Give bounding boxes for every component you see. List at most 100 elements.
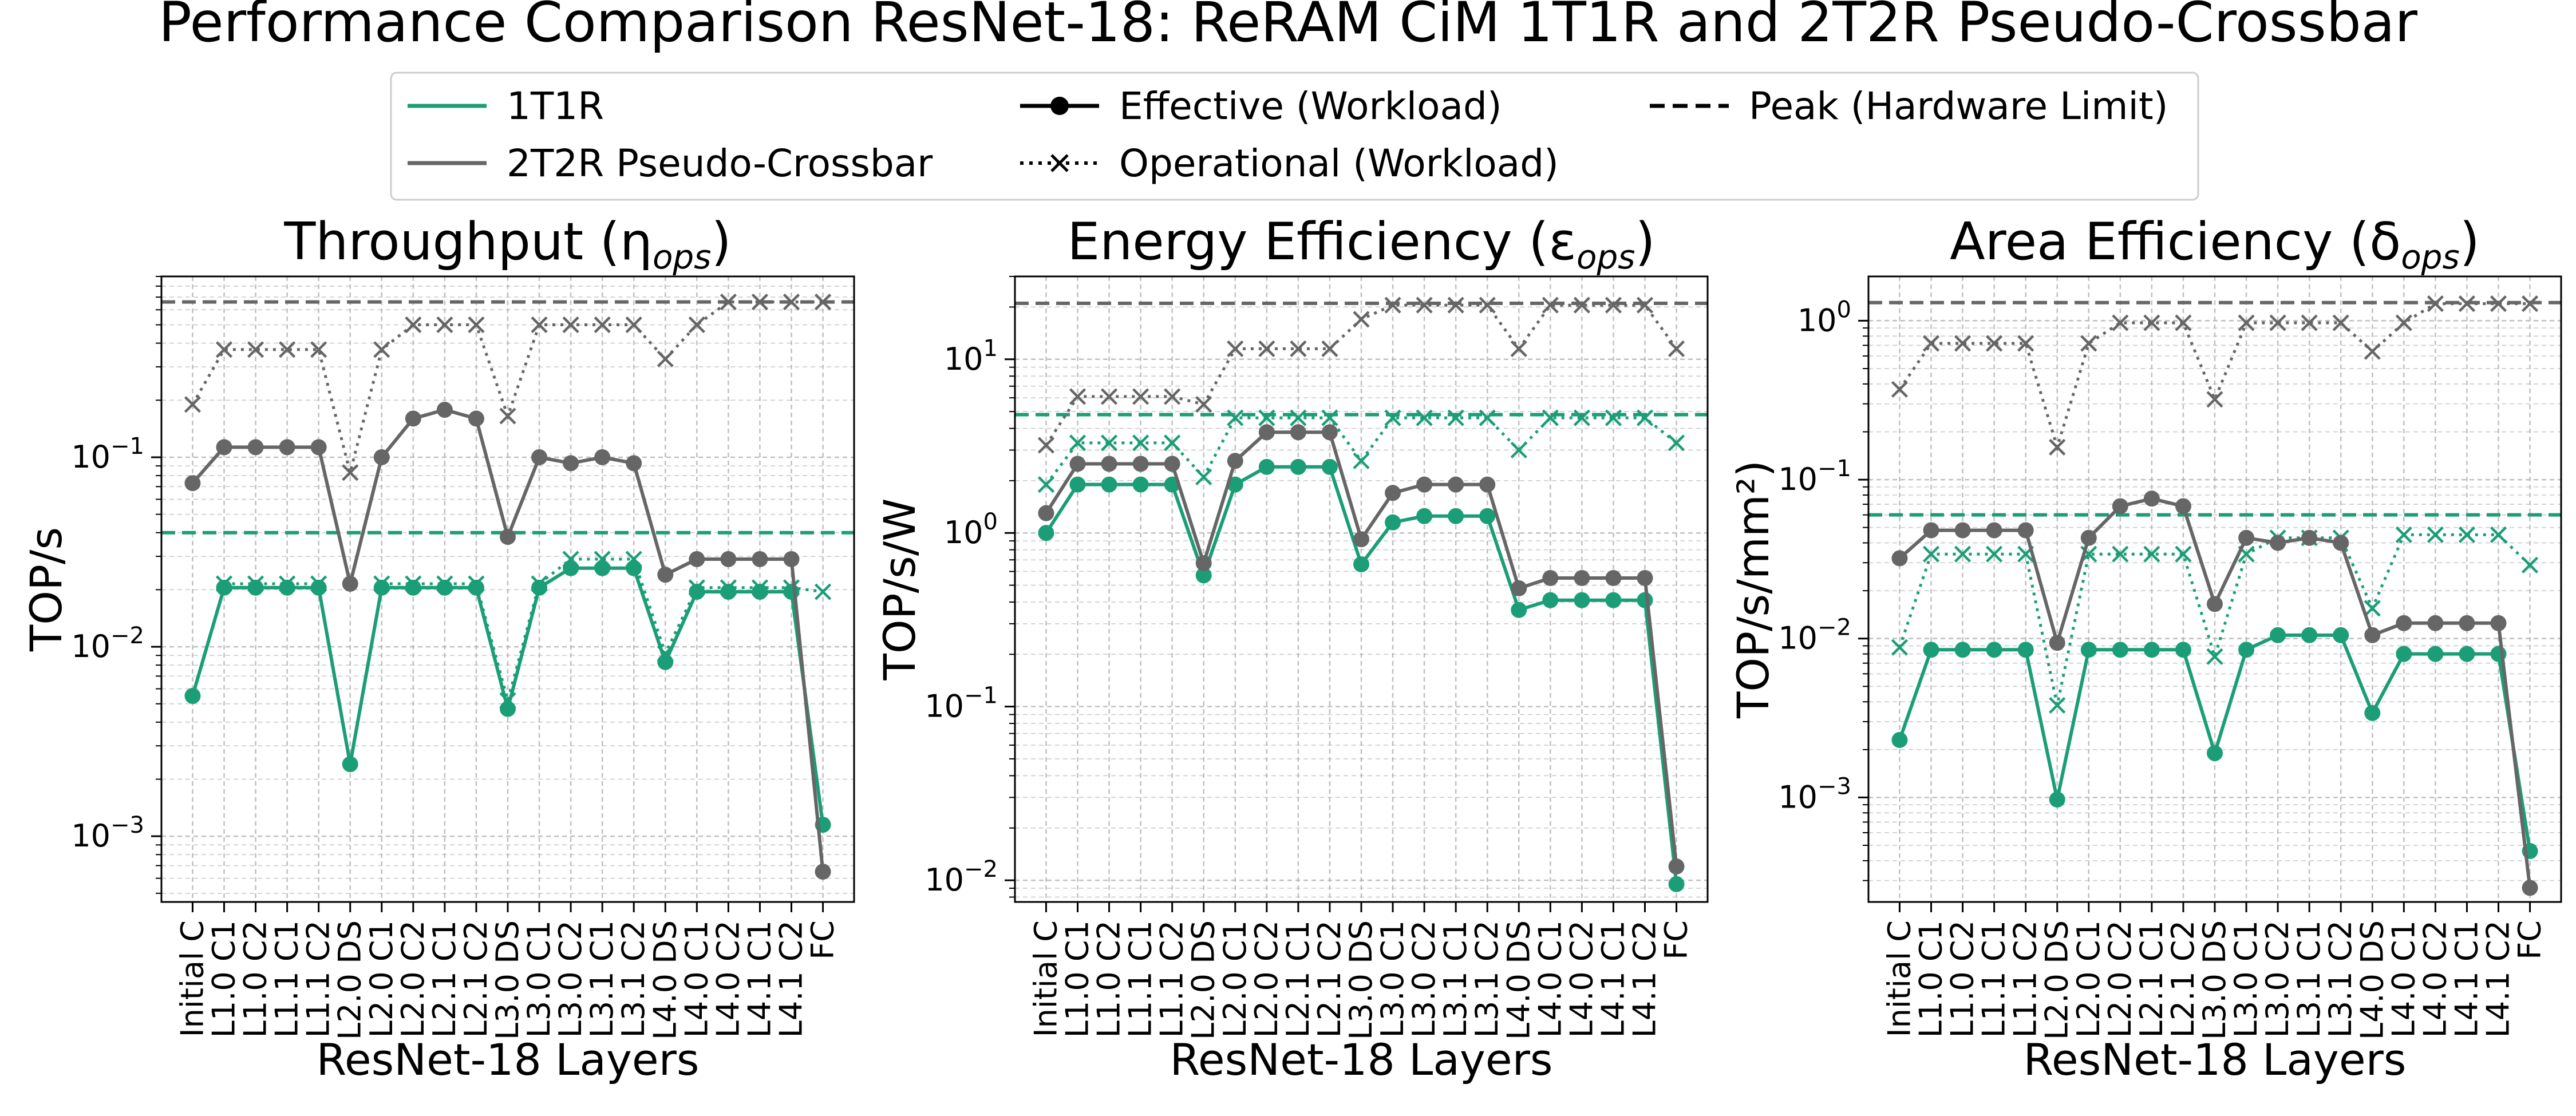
series-operational	[1037, 409, 1685, 493]
data-point	[1986, 335, 2003, 352]
data-point	[342, 575, 358, 592]
data-point	[1384, 296, 1401, 314]
data-point	[2080, 335, 2097, 352]
data-point	[2522, 880, 2538, 896]
data-point	[405, 316, 422, 334]
x-tick-label: L2.0 DS	[332, 920, 368, 1040]
x-axis-label: ResNet-18 Layers	[2024, 1034, 2407, 1085]
y-tick-label: 10−1	[1778, 456, 1851, 497]
grid	[1868, 276, 2561, 902]
data-point	[2364, 600, 2381, 617]
x-tick-label: L1.1 C2	[1154, 920, 1190, 1038]
data-point	[2270, 627, 2286, 643]
data-point	[1448, 508, 1464, 524]
data-point	[1037, 476, 1055, 493]
data-point	[1448, 476, 1464, 493]
data-point	[436, 579, 453, 596]
x-axis-label: ResNet-18 Layers	[317, 1034, 700, 1085]
data-point	[468, 579, 484, 596]
data-point	[2017, 522, 2034, 539]
data-point	[2364, 705, 2381, 721]
x-tick-label: L3.0 C2	[1406, 920, 1442, 1038]
data-point	[373, 449, 390, 465]
data-point	[1542, 296, 1559, 314]
y-axis-label: TOP/s/W	[874, 498, 925, 680]
series-effective	[1038, 458, 1685, 892]
data-point	[1574, 592, 1590, 608]
data-point	[1258, 424, 1275, 441]
data-point	[1101, 456, 1117, 472]
data-point	[2490, 615, 2507, 631]
data-point	[247, 341, 264, 358]
x-tick-label: L3.1 C2	[1469, 920, 1505, 1038]
data-point	[1132, 456, 1149, 472]
data-point	[436, 402, 453, 418]
y-tick-label: 10−2	[1778, 615, 1851, 656]
data-point	[2458, 295, 2476, 312]
series-operational	[1891, 295, 2539, 456]
x-tick-label: L3.0 C1	[1374, 920, 1411, 1038]
legend-label: 2T2R Pseudo-Crossbar	[507, 141, 933, 185]
data-point	[1290, 458, 1306, 475]
data-point	[2395, 526, 2412, 543]
panel-title: Energy Efficiency (εops)	[1067, 212, 1655, 276]
data-point	[2459, 615, 2475, 631]
data-point	[2143, 314, 2160, 331]
data-point	[2080, 642, 2097, 658]
data-point	[752, 584, 768, 600]
data-point	[1321, 409, 1338, 426]
data-point	[1637, 592, 1653, 608]
data-point	[2207, 596, 2223, 612]
x-tick-label: L3.0 C1	[2228, 920, 2264, 1038]
data-point	[1447, 409, 1464, 426]
data-point	[1668, 434, 1685, 452]
data-point	[2206, 391, 2223, 408]
data-point	[1384, 409, 1401, 426]
series-effective	[1891, 627, 2538, 860]
data-point	[1069, 388, 1086, 405]
x-tick-label: L4.0 C2	[2417, 920, 2453, 1038]
x-tick-label: L4.0 C1	[2385, 920, 2421, 1038]
series-operational	[1037, 296, 1685, 454]
x-tick-label: Initial C	[174, 920, 210, 1037]
data-point	[594, 449, 611, 465]
data-point	[1636, 409, 1654, 426]
data-point	[1416, 476, 1433, 493]
data-point	[2269, 314, 2286, 331]
data-point	[2175, 498, 2191, 515]
y-tick-label: 10−1	[71, 433, 144, 475]
data-point	[1954, 335, 1971, 352]
data-point	[688, 316, 705, 334]
data-point	[405, 410, 421, 427]
data-point	[2427, 295, 2444, 312]
data-point	[310, 439, 327, 456]
data-point	[279, 579, 295, 596]
data-point	[2459, 646, 2475, 662]
x-tick-label: L3.1 C2	[2322, 920, 2358, 1038]
data-point	[689, 584, 705, 600]
legend-label: 1T1R	[507, 84, 604, 128]
data-point	[1542, 569, 1559, 586]
x-tick-label: L4.0 C1	[1532, 920, 1568, 1038]
x-tick-label: L4.0 C1	[678, 920, 714, 1038]
data-point	[373, 341, 390, 358]
data-point	[1258, 458, 1275, 475]
data-point	[1605, 592, 1622, 608]
y-tick-label: 10−3	[71, 812, 144, 854]
data-point	[310, 341, 327, 358]
data-point	[1574, 569, 1590, 586]
data-point	[1954, 522, 1971, 539]
data-point	[562, 316, 579, 334]
x-tick-label: L2.0 DS	[1186, 920, 1222, 1040]
x-tick-label: L4.1 C1	[741, 920, 777, 1038]
data-point	[626, 560, 642, 576]
data-point	[1922, 545, 1940, 563]
x-tick-label: L1.0 C2	[1945, 920, 1981, 1038]
x-tick-label: L2.0 C1	[2071, 920, 2107, 1038]
data-point	[1227, 453, 1243, 469]
legend-item: 2T2R Pseudo-Crossbar	[408, 141, 933, 185]
data-point	[1668, 876, 1685, 892]
x-tick-label: L2.1 C2	[458, 920, 494, 1038]
